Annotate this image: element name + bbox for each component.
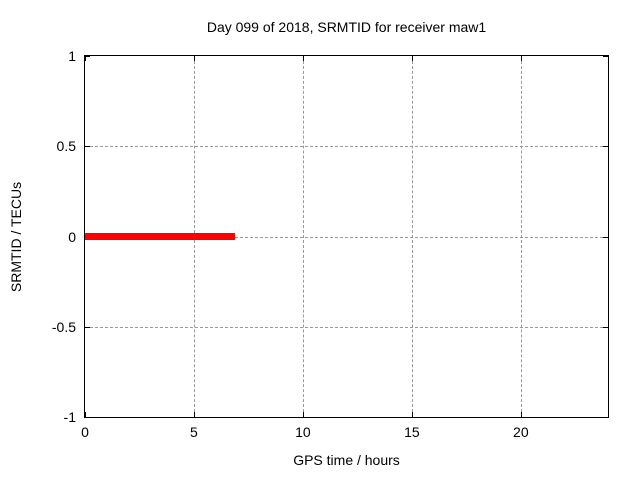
x-tick-mark [520,412,522,417]
y-tick-mark [85,326,90,328]
y-tick-label: 0 [68,228,76,245]
y-tick-mark [603,56,608,57]
x-tick-label: 0 [81,424,89,440]
x-tick-label: 5 [190,424,198,440]
x-tick-mark [411,412,413,417]
x-axis-label: GPS time / hours [293,452,400,468]
x-tick-mark [193,412,195,417]
x-tick-label: 20 [513,424,529,440]
y-tick-mark [603,417,608,418]
x-tick-mark [520,56,522,61]
series-line-srmtid [85,233,236,240]
y-tick-mark [85,146,90,148]
x-tick-label: 10 [295,424,311,440]
x-tick-mark [302,412,304,417]
y-gridline [85,236,608,238]
y-gridline [85,326,608,328]
x-tick-mark [85,412,86,417]
y-tick-label: -0.5 [51,318,76,335]
y-tick-label: 1 [68,48,76,64]
y-tick-mark [603,146,608,148]
x-tick-mark [411,56,413,61]
plot-area [84,55,609,418]
x-tick-mark [193,56,195,61]
x-tick-label: 15 [404,424,420,440]
y-tick-mark [85,56,90,57]
chart-title: Day 099 of 2018, SRMTID for receiver maw… [206,19,487,35]
y-tick-mark [603,236,608,238]
y-tick-label: 0.5 [56,138,76,155]
y-tick-label: -1 [63,409,76,425]
y-tick-mark [85,417,90,418]
x-tick-mark [302,56,304,61]
y-gridline [85,146,608,148]
y-tick-mark [603,326,608,328]
x-tick-mark [85,56,86,61]
